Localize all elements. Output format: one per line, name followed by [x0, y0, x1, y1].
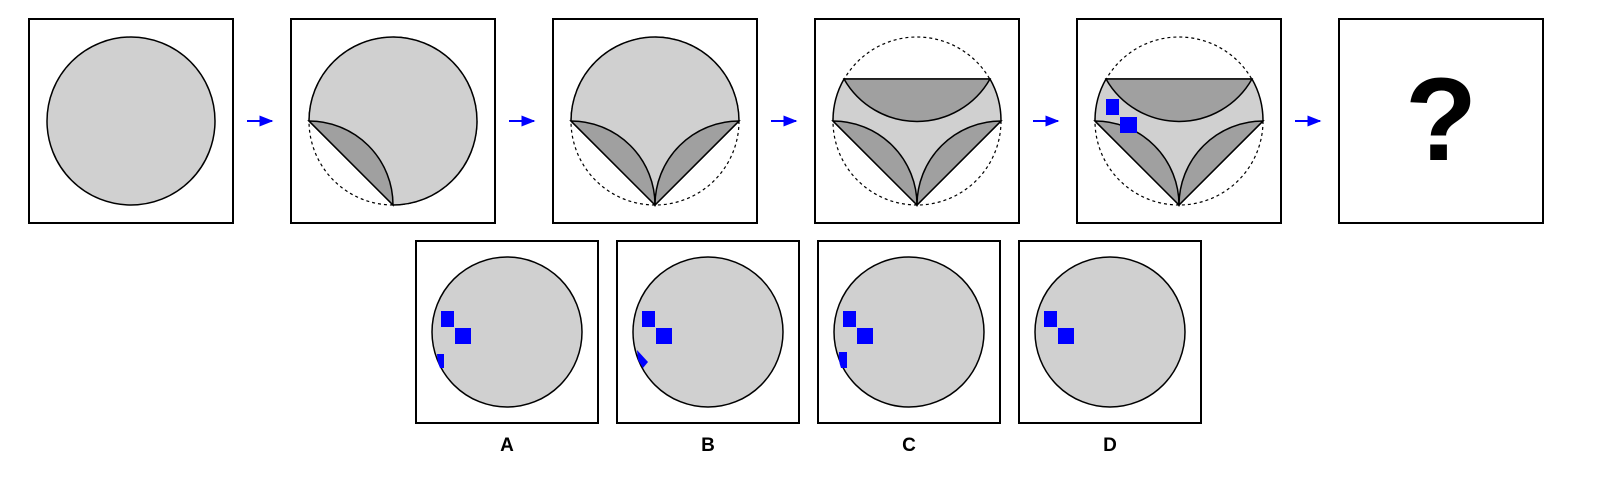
sequence-panel-5	[1076, 18, 1282, 224]
sequence-panel-4	[814, 18, 1020, 224]
option-a-label: A	[500, 435, 514, 456]
option-d-label: D	[1103, 435, 1117, 456]
hole-square-2	[1120, 117, 1137, 133]
option-c[interactable]	[817, 240, 1001, 424]
question-panel: ?	[1338, 18, 1544, 224]
sequence-panel-3	[552, 18, 758, 224]
folded-flap	[307, 120, 394, 207]
question-mark: ?	[1405, 54, 1477, 186]
option-d[interactable]	[1018, 240, 1202, 424]
hole-square-1	[1106, 99, 1119, 115]
sequence-panel-2	[290, 18, 496, 224]
option-a[interactable]	[415, 240, 599, 424]
sequence-panel-1	[28, 18, 234, 224]
circle-shape	[46, 36, 216, 206]
option-c-label: C	[902, 435, 916, 456]
option-b[interactable]	[616, 240, 800, 424]
option-b-label: B	[701, 435, 715, 456]
